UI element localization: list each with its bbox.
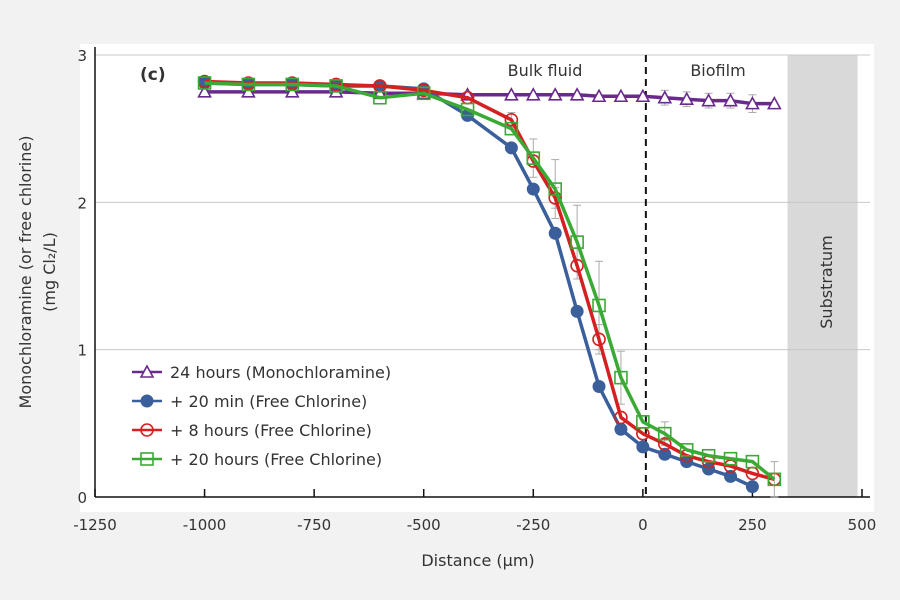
region-label-substratum: Substratum — [817, 235, 836, 328]
data-point — [701, 93, 716, 107]
data-point — [701, 448, 716, 463]
substratum-band — [787, 55, 858, 497]
data-point — [723, 93, 738, 107]
data-point — [636, 415, 650, 429]
data-point — [284, 84, 300, 98]
legend-marker — [140, 394, 154, 408]
series-4 — [197, 76, 782, 487]
data-point — [547, 87, 563, 101]
data-point — [548, 226, 562, 240]
data-point — [767, 472, 782, 487]
panel-label: (c) — [140, 65, 166, 85]
y-tick-label: 3 — [77, 47, 87, 65]
legend: 24 hours (Monochloramine) + 20 min (Free … — [132, 363, 391, 469]
legend-label: + 8 hours (Free Chlorine) — [170, 421, 372, 440]
region-label-bulk: Bulk fluid — [508, 61, 583, 80]
data-point — [416, 86, 431, 101]
x-tick-label: 250 — [738, 516, 767, 534]
data-point — [329, 79, 343, 93]
legend-label: + 20 min (Free Chlorine) — [170, 392, 367, 411]
legend-marker — [139, 364, 155, 378]
data-point — [197, 84, 212, 98]
x-axis-ticks: -1250 -1000 -750 -500 -250 0 250 500 — [73, 489, 876, 534]
x-tick-label: -750 — [297, 516, 331, 534]
series-line — [204, 81, 776, 481]
axes — [94, 47, 870, 498]
data-point — [613, 88, 629, 103]
data-point — [570, 304, 584, 318]
data-point — [548, 182, 563, 196]
x-tick-label: -1250 — [73, 516, 117, 534]
x-axis-title: Distance (μm) — [421, 551, 534, 570]
data-point — [745, 454, 760, 469]
series-group — [197, 74, 782, 494]
data-point — [285, 77, 300, 92]
x-tick-label: -250 — [516, 516, 550, 534]
data-point — [525, 87, 541, 101]
data-point — [526, 182, 540, 196]
data-point — [745, 95, 760, 110]
y-tick-label: 1 — [77, 342, 87, 360]
x-tick-label: -1000 — [183, 516, 227, 534]
data-point — [591, 88, 607, 103]
series-line — [204, 79, 775, 482]
data-point — [197, 76, 212, 90]
legend-marker — [140, 452, 154, 466]
data-point — [526, 151, 541, 165]
data-point — [614, 410, 628, 425]
data-point — [745, 480, 759, 494]
data-point — [636, 440, 650, 454]
data-point — [504, 113, 519, 127]
y-axis-title-line2: (mg Cl₂/L) — [40, 232, 59, 312]
data-point — [504, 87, 519, 101]
y-tick-label: 2 — [77, 194, 87, 212]
data-point — [657, 90, 673, 104]
legend-item: + 20 min (Free Chlorine) — [132, 392, 367, 411]
data-point — [635, 88, 651, 103]
data-point — [614, 370, 628, 385]
data-point — [658, 447, 672, 461]
y-axis-ticks: 0 1 2 3 — [77, 47, 87, 507]
y-axis-title-line1: Monochloramine (or free chlorine) — [16, 136, 35, 409]
legend-item: + 20 hours (Free Chlorine) — [132, 450, 382, 469]
data-point — [504, 121, 519, 136]
data-point — [657, 426, 672, 441]
data-point — [241, 84, 256, 98]
data-point — [766, 95, 782, 110]
legend-item: 24 hours (Monochloramine) — [132, 363, 391, 382]
data-point — [679, 443, 694, 457]
x-tick-label: 500 — [848, 516, 877, 534]
region-label-biofilm: Biofilm — [690, 61, 745, 80]
data-point — [504, 141, 518, 155]
data-point — [723, 451, 738, 466]
data-point — [569, 87, 585, 101]
data-point — [570, 258, 584, 273]
data-point — [241, 77, 256, 92]
data-point — [592, 298, 606, 313]
data-point — [592, 332, 606, 347]
data-point — [724, 469, 738, 483]
data-point — [460, 102, 475, 117]
x-tick-label: -500 — [407, 516, 441, 534]
y-tick-label: 0 — [77, 489, 87, 507]
legend-item: + 8 hours (Free Chlorine) — [132, 421, 372, 440]
data-point — [657, 437, 672, 451]
gridlines — [95, 54, 870, 351]
legend-label: + 20 hours (Free Chlorine) — [170, 450, 382, 469]
data-point — [592, 380, 606, 393]
legend-label: 24 hours (Monochloramine) — [170, 363, 391, 382]
data-point — [570, 235, 584, 249]
substratum-region — [787, 55, 858, 497]
legend-marker — [140, 423, 154, 437]
data-point — [614, 422, 628, 436]
data-point — [679, 91, 695, 105]
data-point — [373, 90, 387, 105]
x-tick-label: 0 — [638, 516, 648, 534]
